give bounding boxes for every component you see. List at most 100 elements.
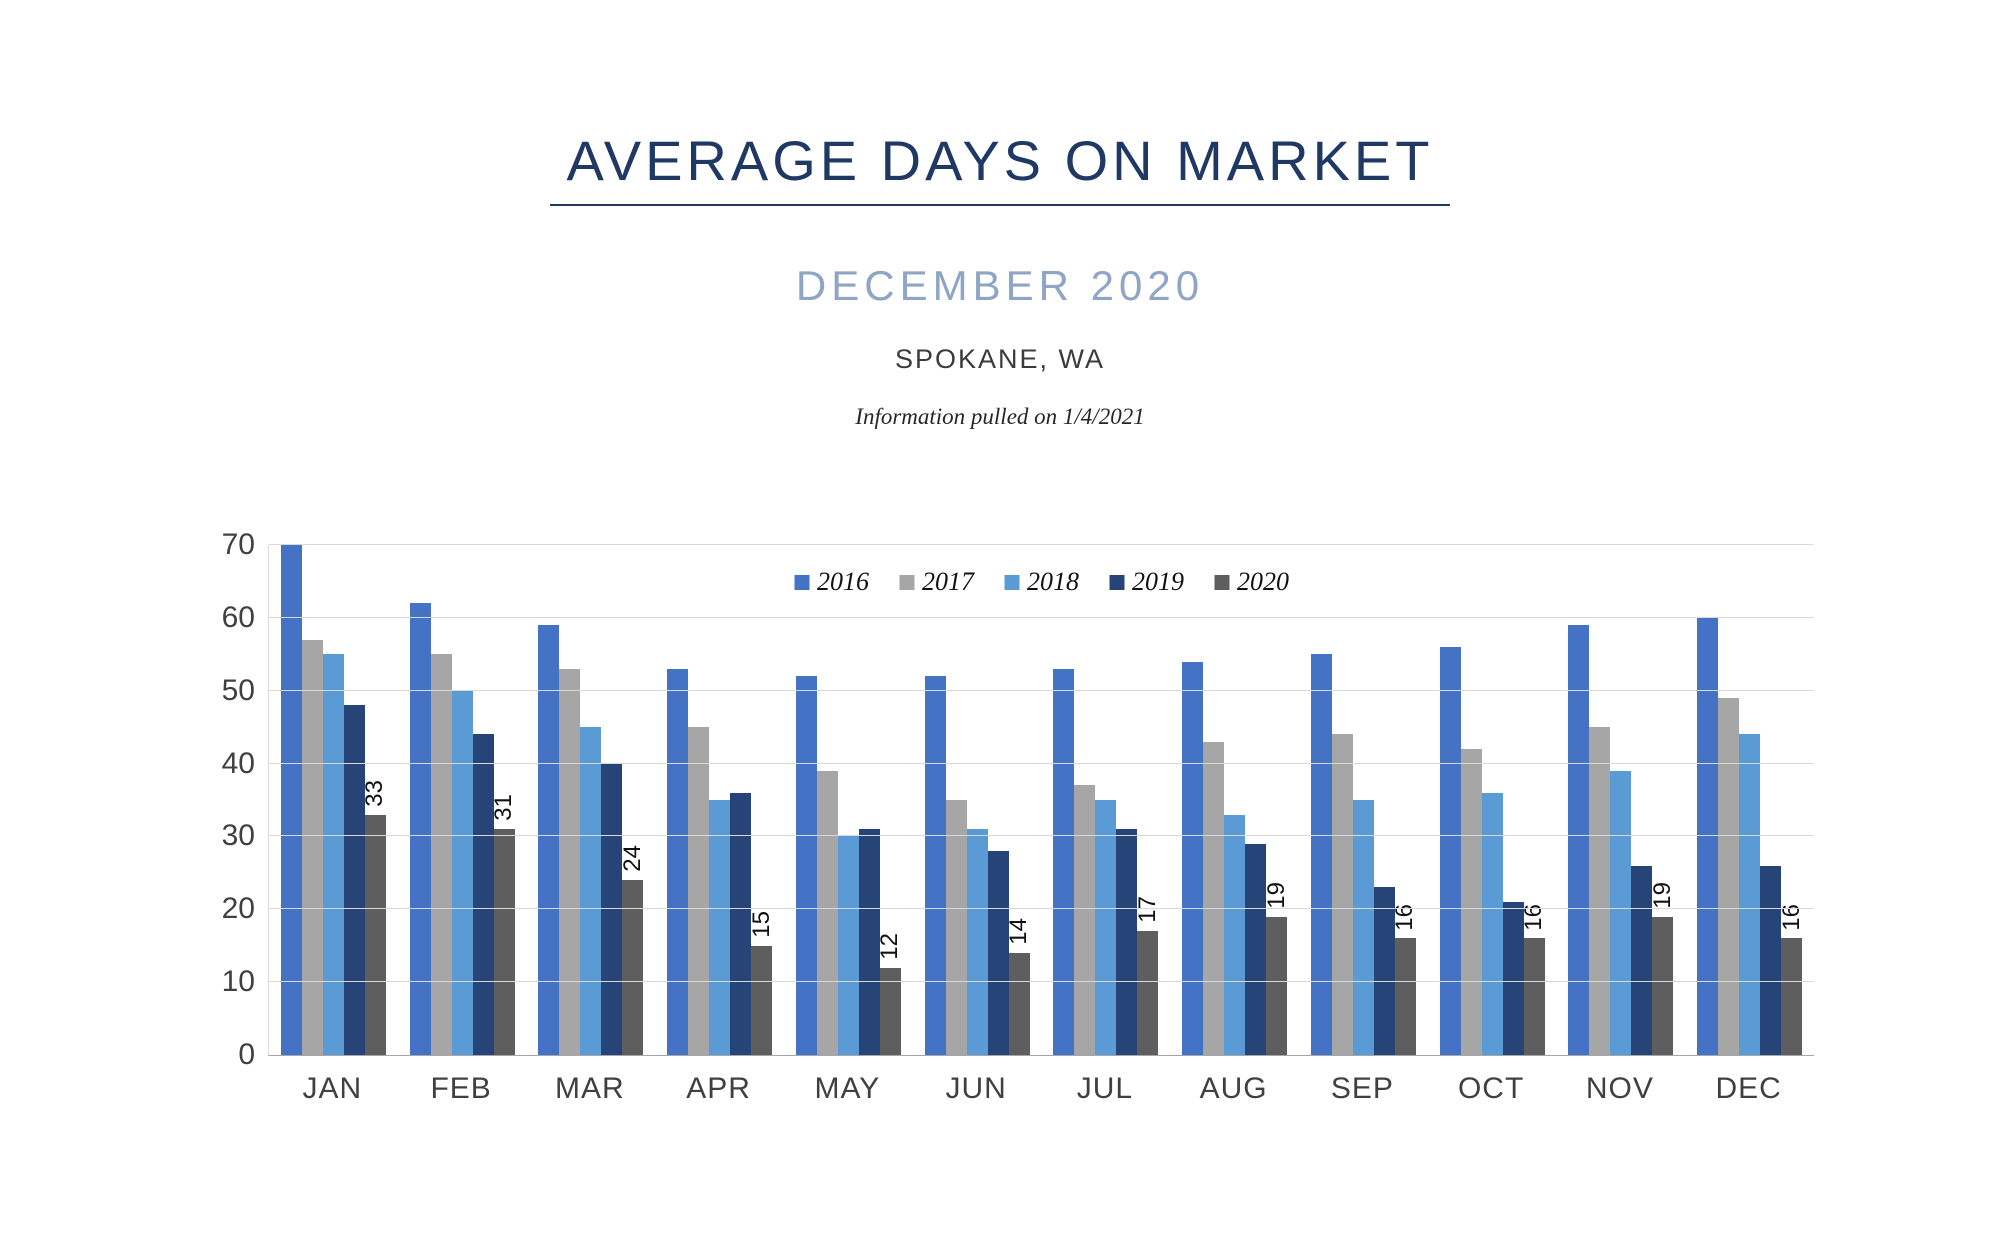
bar-2016-sep <box>1310 654 1332 1055</box>
bar-2020-jul: 17 <box>1134 896 1161 1055</box>
legend-label-2016: 2016 <box>817 567 869 596</box>
x-label-oct: OCT <box>1457 1072 1525 1105</box>
bar-group-jun: 14 <box>913 545 1042 1055</box>
legend-item-2020: 2020 <box>1214 567 1289 597</box>
data-label-2020-jan: 33 <box>361 779 389 807</box>
bar-2018-oct <box>1481 792 1503 1055</box>
bar-2020-jun: 14 <box>1005 918 1032 1055</box>
report-month: DECEMBER 2020 <box>795 262 1205 309</box>
y-tick-50: 50 <box>221 673 255 707</box>
bar-groups: 33 31 24 15 12 14 17 19 16 16 19 16 <box>269 545 1814 1055</box>
x-label-apr: APR <box>686 1072 751 1105</box>
bar-2017-nov <box>1589 727 1611 1055</box>
y-tick-70: 70 <box>221 528 255 561</box>
bar-2018-sep <box>1352 800 1374 1055</box>
bar-2018-nov <box>1610 770 1632 1055</box>
bar-group-mar: 24 <box>527 545 656 1055</box>
bar-2017-jul <box>1074 785 1096 1055</box>
bar-2016-aug <box>1182 661 1204 1055</box>
bar-2020-mar: 24 <box>619 845 646 1055</box>
bar-2018-jul <box>1095 800 1117 1055</box>
bar-2016-oct <box>1439 647 1461 1055</box>
bar-2017-jun <box>945 800 967 1055</box>
bar-2017-may <box>816 770 838 1055</box>
bar-group-jan: 33 <box>269 545 398 1055</box>
gridline-50 <box>269 689 1814 691</box>
bar-group-apr: 15 <box>655 545 784 1055</box>
bar-group-sep: 16 <box>1299 545 1428 1055</box>
bar-2020-may: 12 <box>876 933 903 1055</box>
x-label-feb: FEB <box>430 1072 492 1105</box>
bar-2016-jun <box>924 676 946 1055</box>
legend-swatch-2018 <box>1004 574 1019 590</box>
bar-2017-dec <box>1718 698 1740 1055</box>
legend-swatch-2019 <box>1109 574 1124 590</box>
bar-2019-feb <box>472 734 494 1055</box>
legend-item-2019: 2019 <box>1109 567 1184 597</box>
bar-2017-jan <box>301 639 323 1055</box>
x-label-nov: NOV <box>1585 1072 1654 1105</box>
bar-2020-apr: 15 <box>748 911 775 1055</box>
bar-2018-dec <box>1739 734 1761 1055</box>
data-label-2020-nov: 19 <box>1648 881 1676 909</box>
data-label-2020-apr: 15 <box>747 911 775 938</box>
bar-2019-may <box>858 829 880 1055</box>
legend-swatch-2020 <box>1214 574 1229 590</box>
bar-2016-nov <box>1568 625 1590 1055</box>
bar-2018-aug <box>1224 814 1246 1055</box>
y-tick-10: 10 <box>221 965 255 999</box>
legend: 2016 2017 2018 2019 2020 <box>794 567 1289 597</box>
bar-2018-jan <box>322 654 344 1055</box>
data-label-2020-jun: 14 <box>1005 918 1033 945</box>
legend-item-2016: 2016 <box>794 567 869 597</box>
bar-group-feb: 31 <box>398 545 527 1055</box>
legend-swatch-2017 <box>899 574 914 590</box>
bar-2019-jul <box>1116 829 1138 1055</box>
bar-2018-may <box>837 836 859 1055</box>
bar-2020-dec: 16 <box>1778 904 1805 1055</box>
bar-2019-jun <box>987 851 1009 1055</box>
bar-2019-apr <box>730 792 752 1055</box>
bar-2020-oct: 16 <box>1520 904 1547 1055</box>
data-label-2020-may: 12 <box>876 932 904 960</box>
bar-2017-feb <box>430 654 452 1055</box>
bar-2017-aug <box>1203 741 1225 1055</box>
title-underline <box>550 204 1450 206</box>
data-label-2020-feb: 31 <box>490 794 518 822</box>
x-label-mar: MAR <box>555 1072 625 1105</box>
bar-2016-mar <box>538 625 560 1055</box>
x-label-sep: SEP <box>1330 1072 1394 1105</box>
x-label-may: MAY <box>814 1072 881 1105</box>
info-pulled-date: Information pulled on 1/4/2021 <box>855 404 1145 429</box>
x-label-dec: DEC <box>1715 1072 1782 1105</box>
data-label-2020-mar: 24 <box>618 845 646 873</box>
bar-group-nov: 19 <box>1557 545 1686 1055</box>
bar-2019-sep <box>1373 887 1395 1055</box>
gridline-20 <box>269 908 1814 910</box>
y-tick-20: 20 <box>221 892 255 926</box>
bar-2018-feb <box>451 690 473 1055</box>
x-label-jul: JUL <box>1076 1072 1134 1105</box>
bar-group-may: 12 <box>784 545 913 1055</box>
report-location: SPOKANE, WA <box>894 344 1106 374</box>
bar-2019-nov <box>1631 865 1653 1055</box>
bar-group-jul: 17 <box>1042 545 1171 1055</box>
y-axis: 0 10 20 30 40 50 60 70 <box>150 528 255 1071</box>
page-title: AVERAGE DAYS ON MARKET <box>566 129 1434 192</box>
bar-2016-apr <box>667 668 689 1055</box>
legend-item-2017: 2017 <box>899 567 974 597</box>
bar-2019-oct <box>1502 902 1524 1055</box>
legend-label-2020: 2020 <box>1237 567 1289 596</box>
y-tick-30: 30 <box>221 819 255 853</box>
bar-2016-jan <box>280 545 302 1055</box>
gridline-70 <box>269 544 1814 545</box>
y-tick-40: 40 <box>221 746 255 780</box>
bar-2017-sep <box>1331 734 1353 1055</box>
legend-label-2019: 2019 <box>1132 567 1184 596</box>
plot-area: 2016 2017 2018 2019 2020 33 31 24 15 12 14 17 19 16 1… <box>268 544 1814 1056</box>
bar-2017-mar <box>559 668 581 1055</box>
x-label-jun: JUN <box>945 1072 1007 1105</box>
bar-2016-may <box>795 676 817 1055</box>
